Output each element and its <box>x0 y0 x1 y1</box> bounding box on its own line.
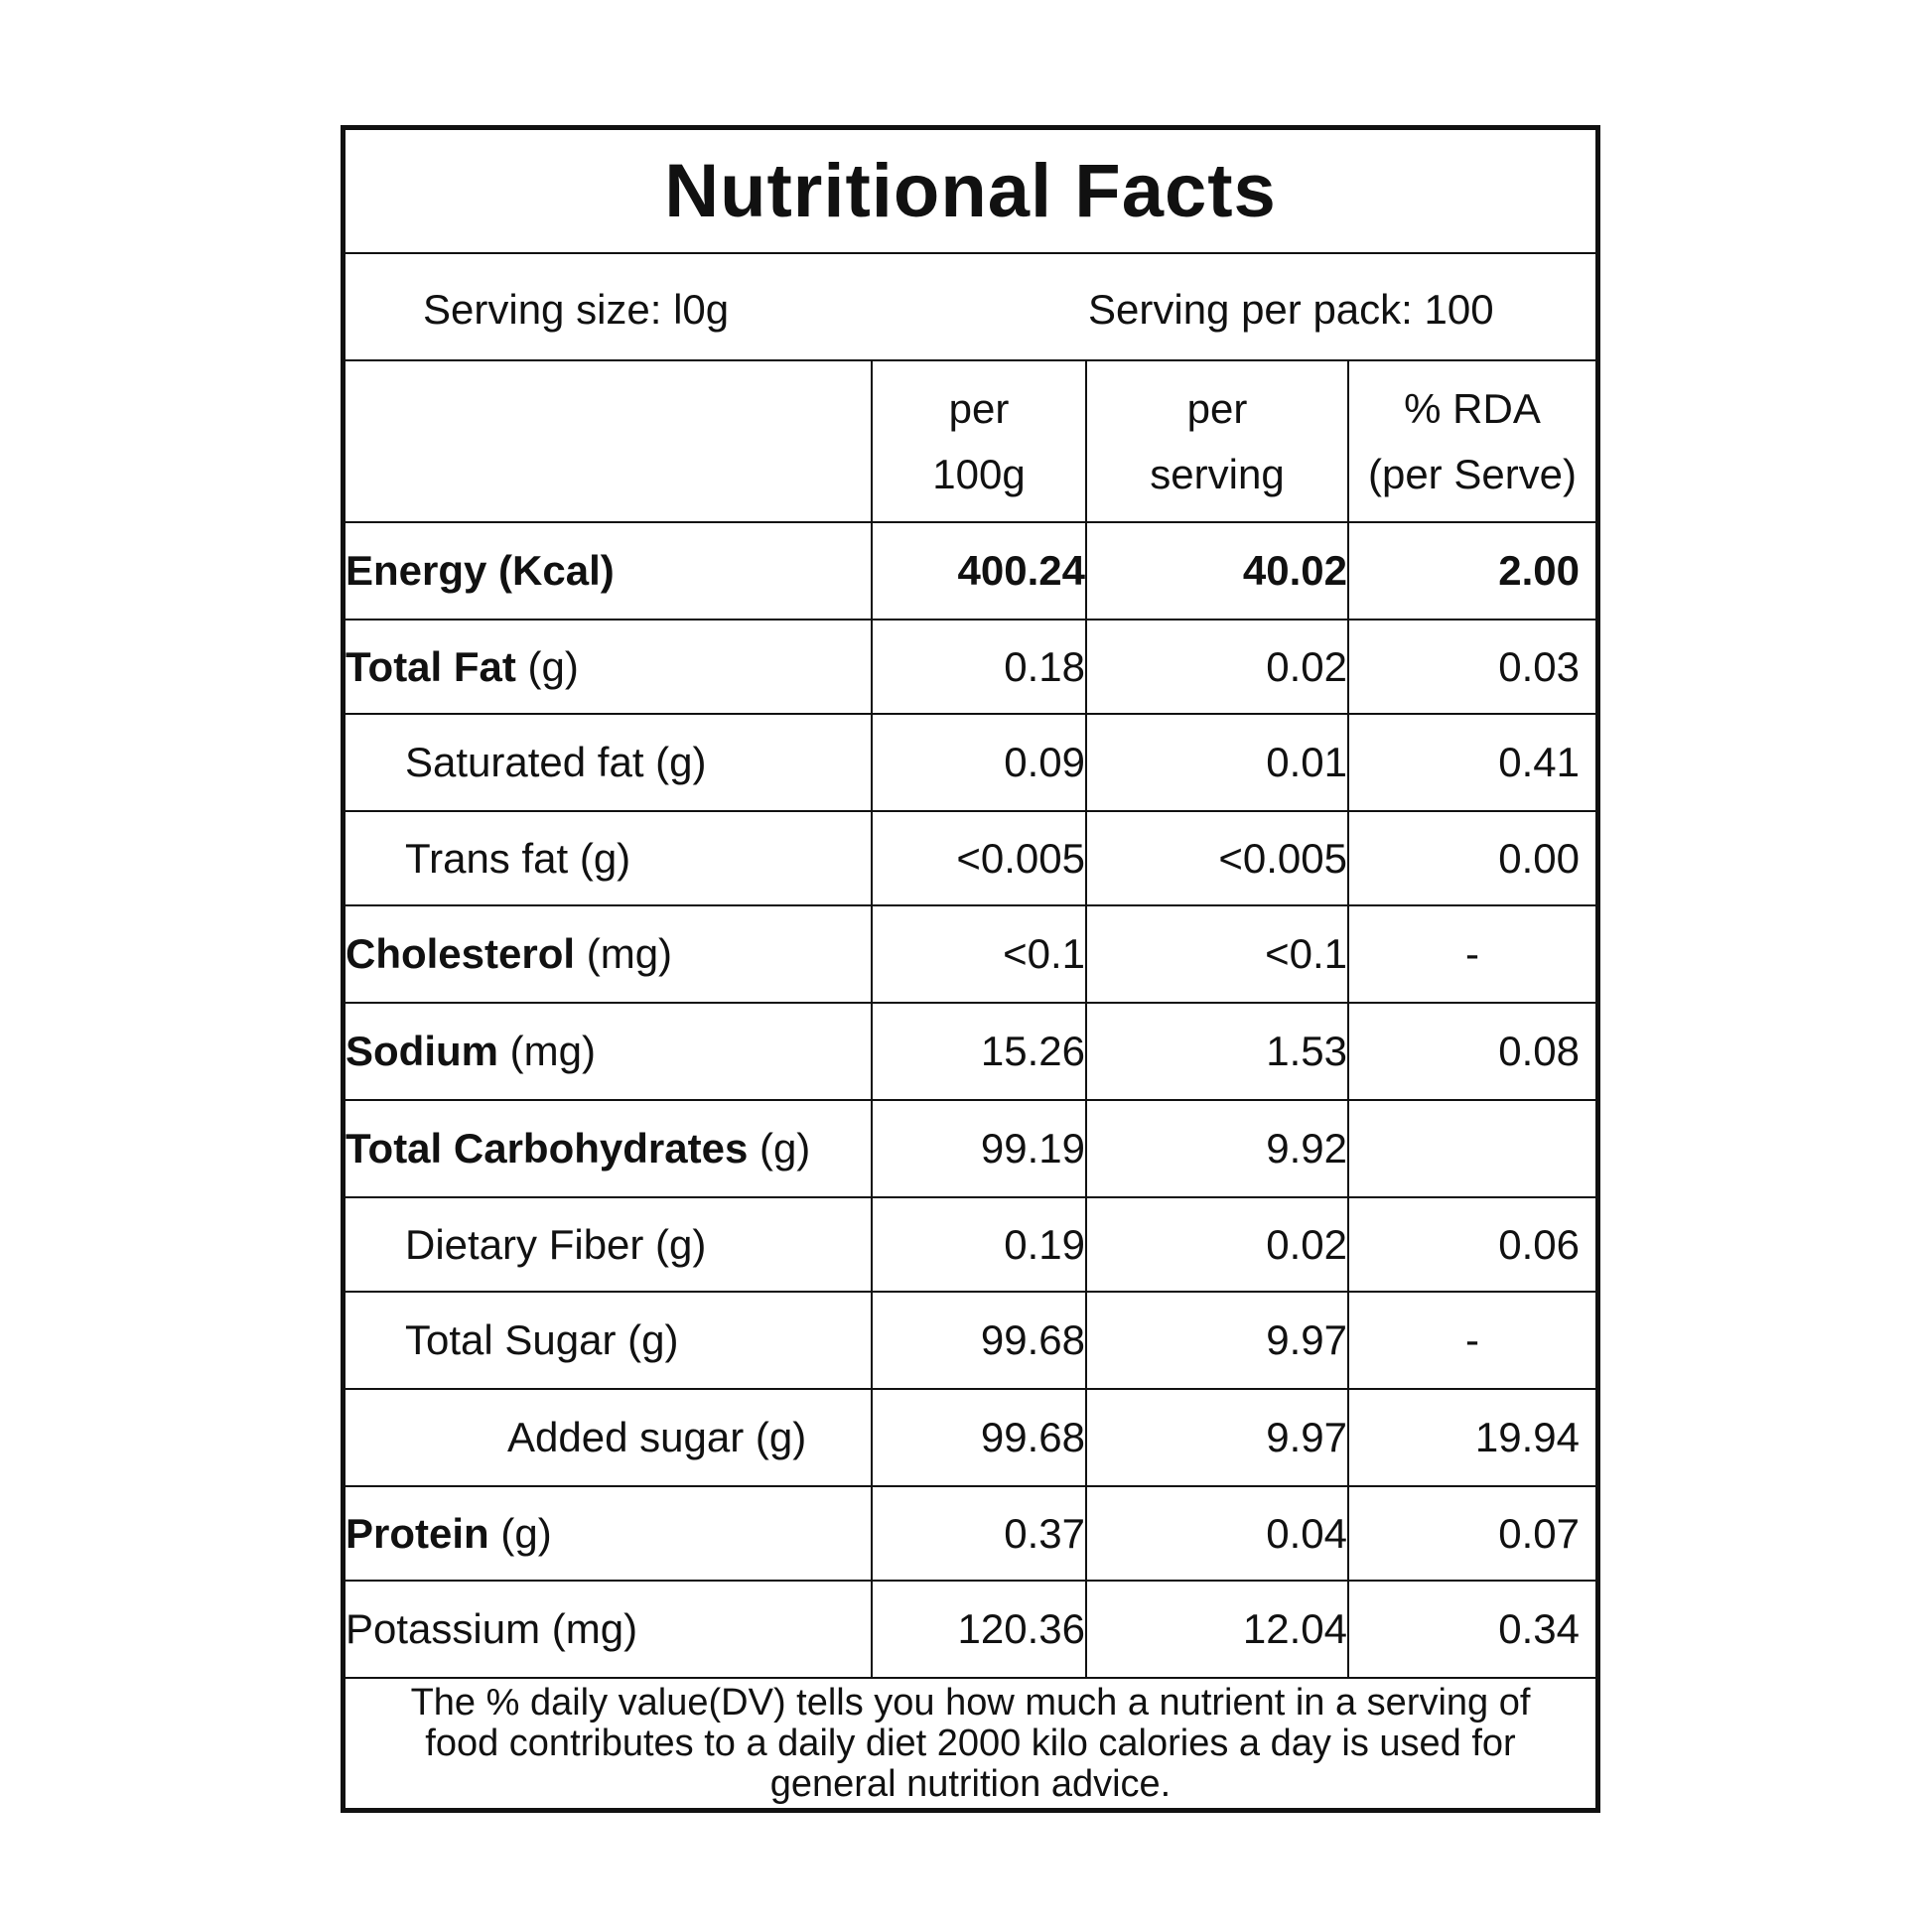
header-rda-line2: (per Serve) <box>1367 450 1578 497</box>
value-per-100g: 99.19 <box>871 1099 1087 1198</box>
value-rda: 0.00 <box>1347 810 1595 906</box>
value-per-100g: 99.68 <box>871 1291 1087 1390</box>
value-per-serving: 0.04 <box>1085 1485 1349 1582</box>
nutrient-name: Total Carbohydrates (g) <box>345 1099 873 1198</box>
nutrient-label: Total Carbohydrates <box>345 1125 749 1172</box>
value-per-100g: 15.26 <box>871 1002 1087 1101</box>
value-per-serving: 9.92 <box>1085 1099 1349 1198</box>
value-per-serving: 12.04 <box>1085 1580 1349 1679</box>
value-per-100g: 120.36 <box>871 1580 1087 1679</box>
value-per-100g: <0.1 <box>871 904 1087 1004</box>
value-per-serving: 0.02 <box>1085 1196 1349 1293</box>
title-row: Nutritional Facts <box>345 130 1595 254</box>
serving-size: Serving size: l0g <box>423 286 730 333</box>
nutrient-unit: (mg) <box>498 1028 596 1074</box>
value-per-serving: 1.53 <box>1085 1002 1349 1101</box>
value-per-100g: 0.18 <box>871 619 1087 715</box>
table-row-saturated-fat: Saturated fat (g) 0.09 0.01 0.41 <box>345 713 1595 812</box>
table-row-sodium: Sodium (mg) 15.26 1.53 0.08 <box>345 1002 1595 1101</box>
nutrition-facts-label: Nutritional Facts Serving size: l0g Serv… <box>341 125 1600 1813</box>
header-per-serving-line2: serving <box>1150 450 1285 497</box>
serving-info-row: Serving size: l0g Serving per pack: 100 <box>345 254 1595 361</box>
nutrient-name: Sodium (mg) <box>345 1002 873 1101</box>
header-rda-line1: % RDA <box>1404 384 1541 432</box>
nutrient-label: Total Fat <box>345 642 516 690</box>
table-row-cholesterol: Cholesterol (mg) <0.1 <0.1 - <box>345 904 1595 1004</box>
table-row-total-fat: Total Fat (g) 0.18 0.02 0.03 <box>345 619 1595 715</box>
nutrient-unit: (mg) <box>575 930 673 977</box>
value-rda: - <box>1347 1291 1595 1390</box>
nutrient-name: Total Sugar (g) <box>345 1291 873 1390</box>
header-per-serving-line1: per <box>1186 384 1248 432</box>
nutrient-name: Cholesterol (mg) <box>345 904 873 1004</box>
value-per-100g: 0.09 <box>871 713 1087 812</box>
value-rda: 0.03 <box>1347 619 1595 715</box>
header-nutrient <box>345 361 873 523</box>
value-per-serving: 0.02 <box>1085 619 1349 715</box>
value-per-100g: 400.24 <box>871 521 1087 621</box>
value-per-serving: <0.1 <box>1085 904 1349 1004</box>
value-rda: 2.00 <box>1347 521 1595 621</box>
header-per-serving: per serving <box>1085 361 1349 523</box>
value-rda: 19.94 <box>1347 1388 1595 1487</box>
value-rda: 0.06 <box>1347 1196 1595 1293</box>
value-rda: 0.08 <box>1347 1002 1595 1101</box>
table-row-added-sugar: Added sugar (g) 99.68 9.97 19.94 <box>345 1388 1595 1487</box>
table-row-potassium: Potassium (mg) 120.36 12.04 0.34 <box>345 1580 1595 1679</box>
value-per-100g: 0.37 <box>871 1485 1087 1582</box>
value-per-serving: <0.005 <box>1085 810 1349 906</box>
table-row-protein: Protein (g) 0.37 0.04 0.07 <box>345 1485 1595 1582</box>
nutrient-name: Protein (g) <box>345 1485 873 1582</box>
nutrient-name: Total Fat (g) <box>345 619 873 715</box>
header-per-100g: per 100g <box>871 361 1087 523</box>
value-rda: 0.41 <box>1347 713 1595 812</box>
header-per-100g-line1: per <box>948 384 1010 432</box>
value-per-serving: 40.02 <box>1085 521 1349 621</box>
nutrient-name: Added sugar (g) <box>345 1388 873 1487</box>
nutrient-name: Potassium (mg) <box>345 1580 873 1679</box>
nutrient-name: Trans fat (g) <box>345 810 873 906</box>
nutrient-label: Sodium <box>345 1028 498 1074</box>
nutrient-name: Energy (Kcal) <box>345 521 873 621</box>
header-rda: % RDA (per Serve) <box>1347 361 1595 523</box>
nutrient-unit: (g) <box>488 1509 552 1557</box>
table-row-dietary-fiber: Dietary Fiber (g) 0.19 0.02 0.06 <box>345 1196 1595 1293</box>
nutrient-unit: (g) <box>748 1125 811 1172</box>
nutrient-name: Dietary Fiber (g) <box>345 1196 873 1293</box>
value-per-serving: 9.97 <box>1085 1291 1349 1390</box>
value-per-100g: <0.005 <box>871 810 1087 906</box>
serving-per-pack: Serving per pack: 100 <box>1088 286 1494 333</box>
value-rda: 0.07 <box>1347 1485 1595 1582</box>
nutrient-unit: (g) <box>515 642 579 690</box>
value-rda: 0.34 <box>1347 1580 1595 1679</box>
value-per-100g: 99.68 <box>871 1388 1087 1487</box>
table-row-total-carbohydrates: Total Carbohydrates (g) 99.19 9.92 <box>345 1099 1595 1198</box>
page-title: Nutritional Facts <box>664 149 1277 233</box>
table-header-row: per 100g per serving % RDA (per Serve) <box>345 361 1595 523</box>
value-per-100g: 0.19 <box>871 1196 1087 1293</box>
value-per-serving: 0.01 <box>1085 713 1349 812</box>
nutrition-table: per 100g per serving % RDA (per Serve) E… <box>345 361 1595 1679</box>
footnote: The % daily value(DV) tells you how much… <box>410 1682 1531 1805</box>
value-rda: - <box>1347 904 1595 1004</box>
value-rda <box>1347 1099 1595 1198</box>
nutrient-label: Cholesterol <box>345 930 576 977</box>
nutrient-label: Protein <box>345 1509 489 1557</box>
value-per-serving: 9.97 <box>1085 1388 1349 1487</box>
header-per-100g-line2: 100g <box>932 450 1026 497</box>
table-row-total-sugar: Total Sugar (g) 99.68 9.97 - <box>345 1291 1595 1390</box>
nutrient-name: Saturated fat (g) <box>345 713 873 812</box>
table-row-energy: Energy (Kcal) 400.24 40.02 2.00 <box>345 521 1595 621</box>
table-row-trans-fat: Trans fat (g) <0.005 <0.005 0.00 <box>345 810 1595 906</box>
